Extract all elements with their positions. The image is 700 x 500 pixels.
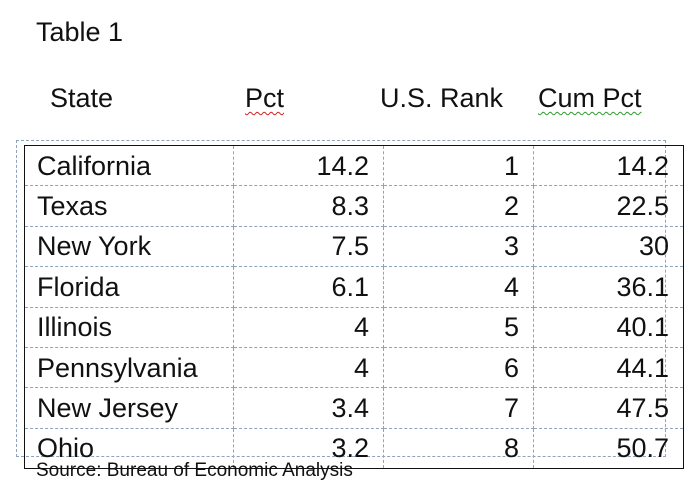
cell-pct: 3.4 <box>233 387 384 429</box>
table-row: Texas 8.3 2 22.5 <box>24 185 684 227</box>
cell-cum-pct: 50.7 <box>533 427 684 470</box>
cell-pct: 8.3 <box>233 185 384 227</box>
cell-state: Pennsylvania <box>24 346 234 389</box>
cell-pct: 4 <box>233 346 384 389</box>
source-note: Source: Bureau of Economic Analysis <box>36 460 353 481</box>
cell-us-rank: 7 <box>383 387 534 429</box>
table-row: New York 7.5 3 30 <box>24 225 684 268</box>
cell-cum-pct: 36.1 <box>533 266 684 308</box>
cell-cum-pct: 14.2 <box>533 144 684 187</box>
cell-cum-pct: 44.1 <box>533 346 684 389</box>
table-row: Illinois 4 5 40.1 <box>24 306 684 348</box>
table-row: New Jersey 3.4 7 47.5 <box>24 387 684 429</box>
cell-state: California <box>24 144 234 187</box>
table-row: California 14.2 1 14.2 <box>24 144 684 187</box>
table-row: Pennsylvania 4 6 44.1 <box>24 346 684 389</box>
cell-us-rank: 4 <box>383 266 534 308</box>
data-table: California 14.2 1 14.2 Texas 8.3 2 22.5 … <box>24 144 684 470</box>
cell-us-rank: 1 <box>383 144 534 187</box>
cell-state: New Jersey <box>24 387 234 429</box>
cell-cum-pct: 40.1 <box>533 306 684 348</box>
cell-us-rank: 2 <box>383 185 534 227</box>
cell-pct: 4 <box>233 306 384 348</box>
cell-cum-pct: 30 <box>533 225 684 268</box>
cell-pct: 6.1 <box>233 266 384 308</box>
cell-us-rank: 5 <box>383 306 534 348</box>
cell-pct: 3.2 <box>233 427 384 470</box>
column-header-state: State <box>50 83 114 113</box>
cell-cum-pct: 22.5 <box>533 185 684 227</box>
cell-state: Ohio <box>24 427 234 470</box>
table-title: Table 1 <box>36 17 124 47</box>
cell-state: New York <box>24 225 234 268</box>
cell-us-rank: 6 <box>383 346 534 389</box>
column-header-us-rank: U.S. Rank <box>380 83 504 113</box>
column-header-cum-pct: Cum Pct <box>538 83 642 113</box>
cell-pct: 7.5 <box>233 225 384 268</box>
cell-pct: 14.2 <box>233 144 384 187</box>
cell-state: Illinois <box>24 306 234 348</box>
table-row: Ohio 3.2 8 50.7 <box>24 427 684 470</box>
cell-state: Texas <box>24 185 234 227</box>
table-row: Florida 6.1 4 36.1 <box>24 266 684 308</box>
column-header-pct: Pct <box>245 83 285 113</box>
cell-state: Florida <box>24 266 234 308</box>
cell-us-rank: 3 <box>383 225 534 268</box>
cell-us-rank: 8 <box>383 427 534 470</box>
cell-cum-pct: 47.5 <box>533 387 684 429</box>
